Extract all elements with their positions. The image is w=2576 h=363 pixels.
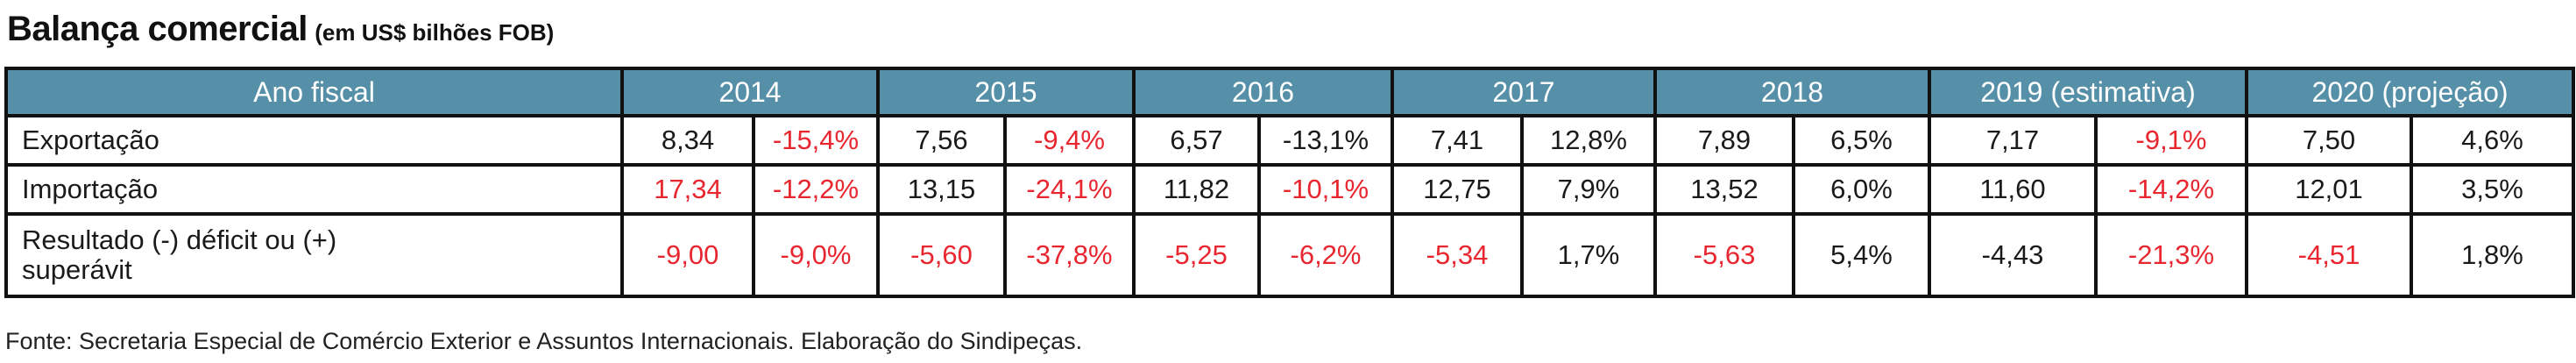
value-cell: 17,34 — [620, 163, 755, 216]
value-cell: 7,50 — [2245, 114, 2413, 167]
value-cell: 8,34 — [620, 114, 755, 167]
value-cell: -5,34 — [1391, 212, 1524, 298]
header-year: 2018 — [1653, 67, 1931, 117]
value-cell: -5,63 — [1653, 212, 1795, 298]
header-row: Ano fiscal 2014 2015 2016 2017 2018 2019… — [4, 67, 2576, 117]
variation-cell: 4,6% — [2410, 114, 2576, 167]
table-row: Exportação 8,34 -15,4% 7,56 -9,4% 6,57 -13,1% 7… — [4, 114, 2576, 167]
table-row: Resultado (-) déficit ou (+) superávit -9… — [4, 212, 2576, 298]
variation-cell: 3,5% — [2410, 163, 2576, 216]
value-cell: -5,60 — [876, 212, 1007, 298]
table-title: Balança comercial (em US$ bilhões FOB) — [7, 4, 554, 54]
variation-cell: 5,4% — [1792, 212, 1931, 298]
header-year: 2020 (projeção) — [2244, 67, 2576, 117]
value-cell: 12,75 — [1391, 163, 1524, 216]
value-cell: 7,56 — [876, 114, 1007, 167]
value-cell: -4,43 — [1928, 212, 2098, 298]
value-cell: 11,60 — [1928, 163, 2098, 216]
variation-cell: -21,3% — [2094, 212, 2248, 298]
value-cell: 13,52 — [1653, 163, 1795, 216]
variation-cell: -24,1% — [1003, 163, 1136, 216]
variation-cell: 12,8% — [1520, 114, 1657, 167]
row-label: Importação — [4, 163, 624, 216]
value-cell: 7,17 — [1928, 114, 2098, 167]
variation-cell: -6,2% — [1257, 212, 1394, 298]
variation-cell: 1,8% — [2410, 212, 2576, 298]
value-cell: 7,41 — [1391, 114, 1524, 167]
title-unit: (em US$ bilhões FOB) — [315, 19, 555, 46]
variation-cell: 6,0% — [1792, 163, 1931, 216]
variation-cell: -15,4% — [752, 114, 880, 167]
value-cell: 11,82 — [1132, 163, 1261, 216]
variation-cell: -13,1% — [1257, 114, 1394, 167]
variation-cell: -9,0% — [752, 212, 880, 298]
table-row: Importação 17,34 -12,2% 13,15 -24,1% 11,82 -10… — [4, 163, 2576, 216]
variation-cell: -9,4% — [1003, 114, 1136, 167]
variation-cell: -12,2% — [752, 163, 880, 216]
value-cell: 7,89 — [1653, 114, 1795, 167]
value-cell: -4,51 — [2245, 212, 2413, 298]
variation-cell: 6,5% — [1792, 114, 1931, 167]
value-cell: 13,15 — [876, 163, 1007, 216]
header-year: 2017 — [1391, 67, 1657, 117]
header-year: 2019 (estimativa) — [1928, 67, 2248, 117]
row-label: Exportação — [4, 114, 624, 167]
value-cell: -9,00 — [620, 212, 755, 298]
row-label: Resultado (-) déficit ou (+) superávit — [4, 212, 624, 298]
header-year: 2014 — [620, 67, 880, 117]
header-ano-fiscal: Ano fiscal — [4, 67, 624, 117]
trade-balance-table: Ano fiscal 2014 2015 2016 2017 2018 2019… — [4, 67, 2576, 298]
title-main: Balança comercial — [7, 10, 308, 48]
variation-cell: -10,1% — [1257, 163, 1394, 216]
header-year: 2016 — [1132, 67, 1394, 117]
header-year: 2015 — [876, 67, 1136, 117]
value-cell: 6,57 — [1132, 114, 1261, 167]
variation-cell: 7,9% — [1520, 163, 1657, 216]
variation-cell: -14,2% — [2094, 163, 2248, 216]
source-footnote: Fonte: Secretaria Especial de Comércio E… — [5, 328, 1083, 354]
value-cell: 12,01 — [2245, 163, 2413, 216]
variation-cell: 1,7% — [1520, 212, 1657, 298]
variation-cell: -9,1% — [2094, 114, 2248, 167]
variation-cell: -37,8% — [1003, 212, 1136, 298]
value-cell: -5,25 — [1132, 212, 1261, 298]
